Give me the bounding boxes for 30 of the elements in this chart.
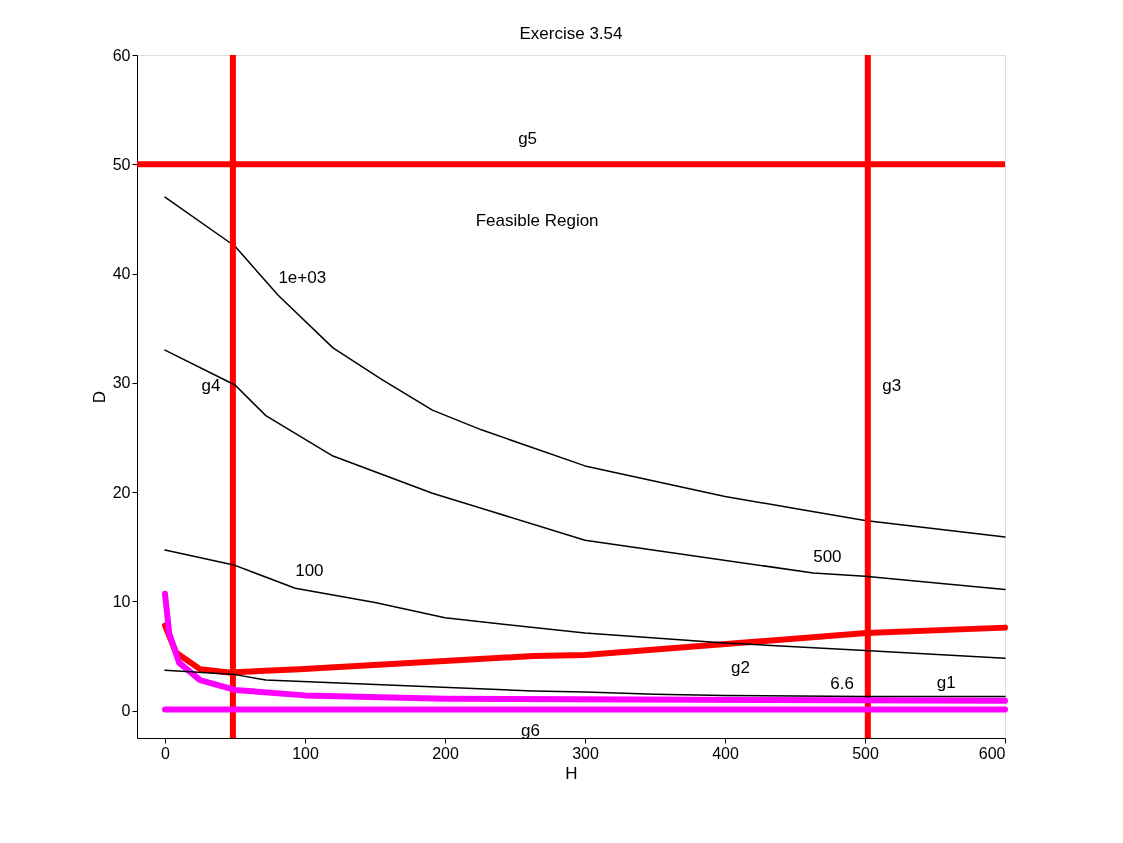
series-label: 6.6 (830, 674, 854, 694)
series-label: 1e+03 (278, 268, 327, 288)
y-axis-title: D (89, 390, 109, 404)
line-series (164, 196, 1006, 538)
x-axis-title: H (565, 763, 578, 783)
x-tick-label: 300 (572, 744, 599, 762)
y-tick-label: 20 (112, 483, 131, 501)
line-series (164, 349, 1006, 591)
x-tick-label: 200 (432, 744, 459, 762)
ref-line-label: g4 (201, 376, 221, 396)
y-tick-label: 10 (112, 592, 131, 610)
series-label: g1 (936, 672, 956, 692)
x-tick-label: 500 (852, 744, 879, 762)
x-tick-label: 600 (978, 744, 1006, 762)
annotation: Feasible Region (475, 210, 599, 230)
y-tick-label: 30 (112, 374, 131, 392)
x-tick-label: 100 (292, 744, 319, 762)
line-series (164, 549, 1006, 659)
series-label: 500 (813, 546, 842, 566)
series-label: 100 (295, 561, 324, 581)
y-tick-label: 40 (112, 265, 131, 283)
chart-title: Exercise 3.54 (519, 24, 623, 43)
y-tick-label: 50 (112, 155, 131, 173)
ref-line-label: g5 (518, 129, 538, 149)
x-tick-label: 0 (161, 744, 171, 762)
ref-line-label: g3 (882, 376, 902, 396)
x-tick-label: 400 (712, 744, 739, 762)
y-tick-label: 60 (112, 46, 131, 64)
series-label: g2 (730, 657, 750, 677)
y-tick-label: 0 (121, 702, 131, 720)
